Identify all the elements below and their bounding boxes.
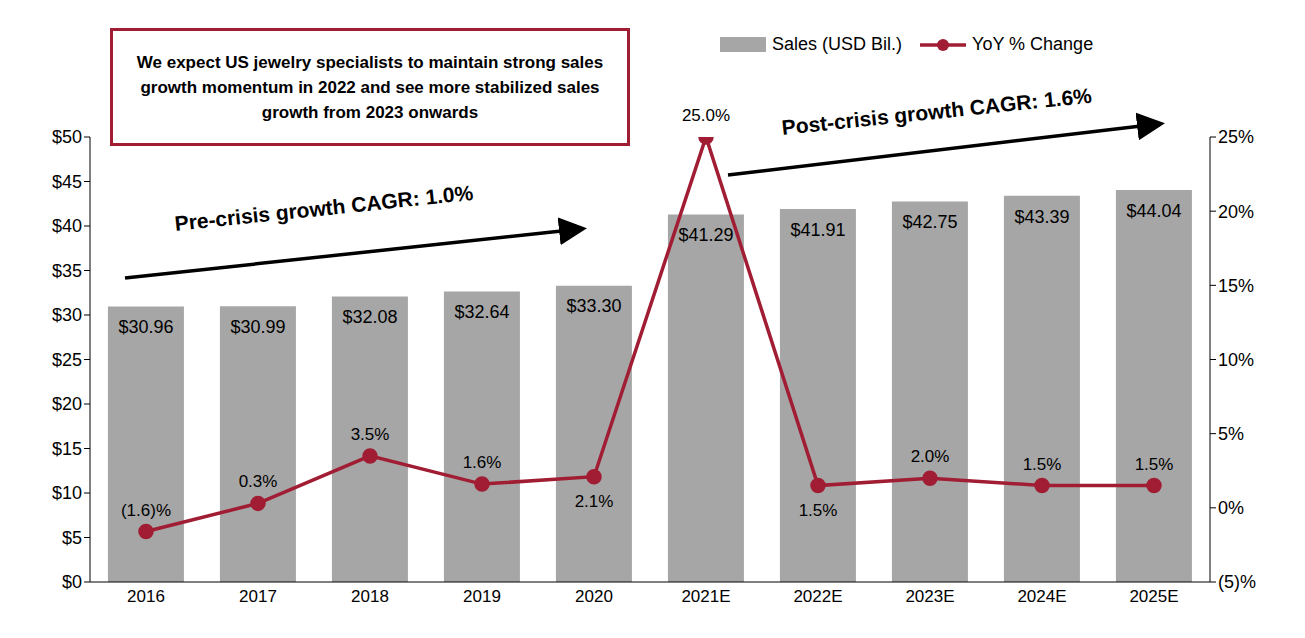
svg-text:25.0%: 25.0% <box>682 106 730 125</box>
svg-text:$33.30: $33.30 <box>566 296 621 316</box>
svg-text:0.3%: 0.3% <box>239 472 278 491</box>
svg-text:25%: 25% <box>1218 127 1254 147</box>
svg-text:$15: $15 <box>52 439 82 459</box>
svg-text:2021E: 2021E <box>681 587 730 606</box>
svg-text:$45: $45 <box>52 172 82 192</box>
svg-text:$0: $0 <box>62 572 82 592</box>
svg-text:$41.91: $41.91 <box>790 220 845 240</box>
html-text:YoY % Change: YoY % Change <box>972 34 1094 54</box>
svg-text:$5: $5 <box>62 528 82 548</box>
svg-text:1.5%: 1.5% <box>799 501 838 520</box>
html-text:Pre-crisis growth CAGR: 1.0%: Pre-crisis growth CAGR: 1.0% <box>173 180 475 235</box>
svg-text:2022E: 2022E <box>793 587 842 606</box>
svg-text:$43.39: $43.39 <box>1014 207 1069 227</box>
svg-text:20%: 20% <box>1218 202 1254 222</box>
svg-text:$50: $50 <box>52 127 82 147</box>
svg-text:0%: 0% <box>1218 498 1244 518</box>
svg-text:2.1%: 2.1% <box>575 492 614 511</box>
svg-text:2020: 2020 <box>575 587 613 606</box>
svg-text:$41.29: $41.29 <box>678 225 733 245</box>
svg-text:$30.96: $30.96 <box>118 317 173 337</box>
svg-text:2024E: 2024E <box>1017 587 1066 606</box>
svg-text:15%: 15% <box>1218 276 1254 296</box>
svg-text:$42.75: $42.75 <box>902 212 957 232</box>
svg-text:2016: 2016 <box>127 587 165 606</box>
svg-text:$32.08: $32.08 <box>342 307 397 327</box>
svg-text:$30.99: $30.99 <box>230 317 285 337</box>
svg-text:2023E: 2023E <box>905 587 954 606</box>
svg-text:$10: $10 <box>52 483 82 503</box>
svg-text:2.0%: 2.0% <box>911 447 950 466</box>
svg-text:$44.04: $44.04 <box>1126 201 1181 221</box>
svg-text:10%: 10% <box>1218 350 1254 370</box>
svg-text:$32.64: $32.64 <box>454 302 509 322</box>
svg-text:2019: 2019 <box>463 587 501 606</box>
html-text:Post-crisis growth CAGR: 1.6%: Post-crisis growth CAGR: 1.6% <box>780 83 1093 139</box>
svg-text:1.6%: 1.6% <box>463 453 502 472</box>
svg-text:2018: 2018 <box>351 587 389 606</box>
svg-text:(5)%: (5)% <box>1218 572 1256 592</box>
svg-text:$40: $40 <box>52 216 82 236</box>
svg-text:1.5%: 1.5% <box>1135 455 1174 474</box>
html-text:We expect US jewelry specialis: We expect US jewelry specialists to main… <box>136 52 604 122</box>
html-text:Sales (USD Bil.): Sales (USD Bil.) <box>772 34 902 54</box>
svg-text:3.5%: 3.5% <box>351 425 390 444</box>
svg-text:$25: $25 <box>52 350 82 370</box>
svg-text:$20: $20 <box>52 394 82 414</box>
svg-text:1.5%: 1.5% <box>1023 455 1062 474</box>
svg-text:$30: $30 <box>52 305 82 325</box>
svg-text:$35: $35 <box>52 261 82 281</box>
svg-text:2025E: 2025E <box>1129 587 1178 606</box>
svg-text:5%: 5% <box>1218 424 1244 444</box>
svg-text:(1.6)%: (1.6)% <box>121 501 171 520</box>
svg-text:2017: 2017 <box>239 587 277 606</box>
